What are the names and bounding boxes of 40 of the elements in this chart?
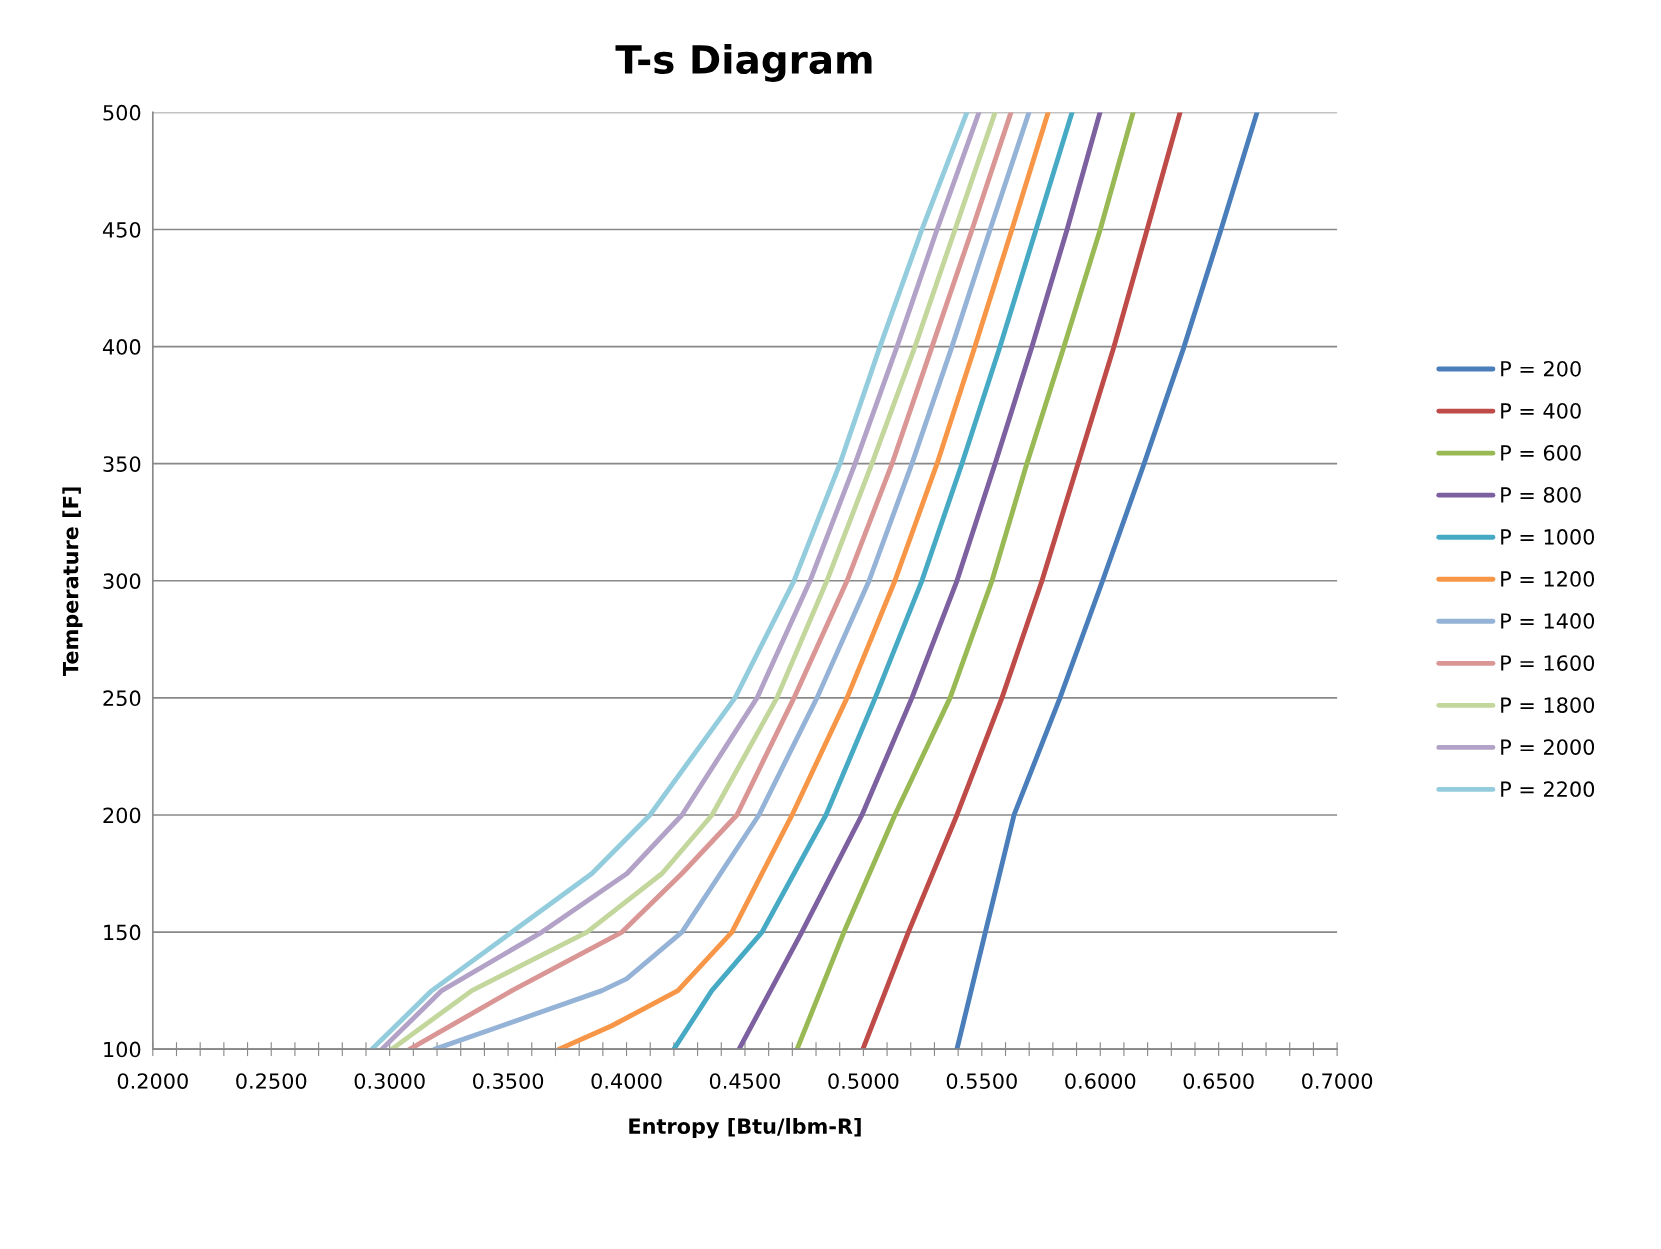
x-tick-label: 0.3000: [354, 1073, 425, 1089]
x-tick-label: 0.5500: [946, 1073, 1017, 1089]
y-tick-label: 200: [103, 807, 141, 824]
y-tick-label: 350: [103, 456, 141, 472]
line-series: [954, 112, 1260, 1050]
x-tick-label: 0.4000: [591, 1073, 662, 1089]
x-tick-label: 0.2500: [236, 1073, 307, 1089]
x-tick-label: 0.4500: [709, 1073, 781, 1089]
legend-label: P = 1000: [1501, 529, 1595, 545]
legend-label: P = 1600: [1501, 655, 1595, 671]
legend-label: P = 800: [1501, 487, 1581, 503]
y-tick-label: 300: [103, 573, 141, 589]
y-axis-title: Temperature [F]: [62, 487, 83, 676]
x-axis-title: Entropy [Btu/lbm-R]: [629, 1117, 861, 1139]
x-tick-label: 0.6000: [1065, 1073, 1136, 1089]
line-series: [860, 112, 1183, 1050]
x-tick-label: 0.3500: [473, 1073, 544, 1089]
legend-label: P = 2200: [1501, 781, 1595, 798]
y-tick-label: 400: [102, 339, 141, 355]
y-tick-label: 500: [103, 104, 141, 121]
x-tick-label: 0.2000: [117, 1073, 188, 1089]
legend-label: P = 1400: [1501, 613, 1595, 629]
y-tick-label: 250: [103, 690, 141, 707]
y-tick-label: 100: [104, 1041, 141, 1058]
x-tick-label: 0.5000: [828, 1073, 899, 1089]
y-tick-label: 150: [104, 924, 141, 941]
legend-label: P = 2000: [1501, 739, 1595, 755]
y-tick-label: 450: [102, 221, 141, 238]
legend-label: P = 200: [1501, 360, 1581, 377]
line-series: [671, 112, 1075, 1050]
legend-label: P = 600: [1501, 444, 1581, 461]
line-series: [794, 112, 1136, 1050]
legend-label: P = 400: [1501, 402, 1581, 419]
x-tick-label: 0.6500: [1183, 1073, 1254, 1089]
chart-title: T-s Diagram: [615, 43, 872, 82]
line-series: [736, 112, 1103, 1050]
legend-label: P = 1800: [1501, 697, 1595, 713]
x-tick-label: 0.7000: [1302, 1073, 1373, 1089]
legend-label: P = 1200: [1501, 571, 1595, 587]
line-series: [556, 112, 1051, 1050]
